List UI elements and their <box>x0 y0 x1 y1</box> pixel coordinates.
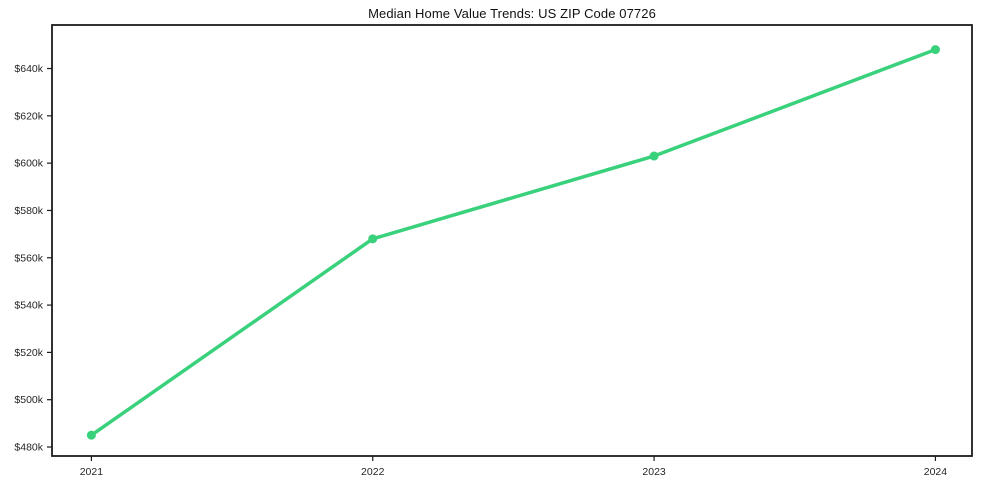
y-tick-label: $640k <box>14 63 43 75</box>
x-tick-label: 2021 <box>80 466 104 478</box>
y-tick-label: $560k <box>14 252 43 264</box>
y-tick-label: $480k <box>14 442 43 454</box>
plot-border <box>51 24 973 457</box>
x-tick-label: 2022 <box>361 466 385 478</box>
y-tick-label: $600k <box>14 158 43 170</box>
y-tick-label: $620k <box>14 110 43 122</box>
series-line <box>89 47 938 437</box>
data-point-2022 <box>368 234 378 244</box>
data-point-2021 <box>86 430 96 440</box>
chart-title: Median Home Value Trends: US ZIP Code 07… <box>368 6 656 21</box>
y-tick-label: $520k <box>14 347 43 359</box>
x-tick-label: 2023 <box>642 466 666 478</box>
y-tick-label: $500k <box>14 394 43 406</box>
data-point-2023 <box>649 151 659 161</box>
x-tick-label: 2024 <box>924 466 948 478</box>
data-point-2024 <box>930 45 940 55</box>
y-tick-label: $540k <box>14 300 43 312</box>
y-tick-label: $580k <box>14 205 43 217</box>
